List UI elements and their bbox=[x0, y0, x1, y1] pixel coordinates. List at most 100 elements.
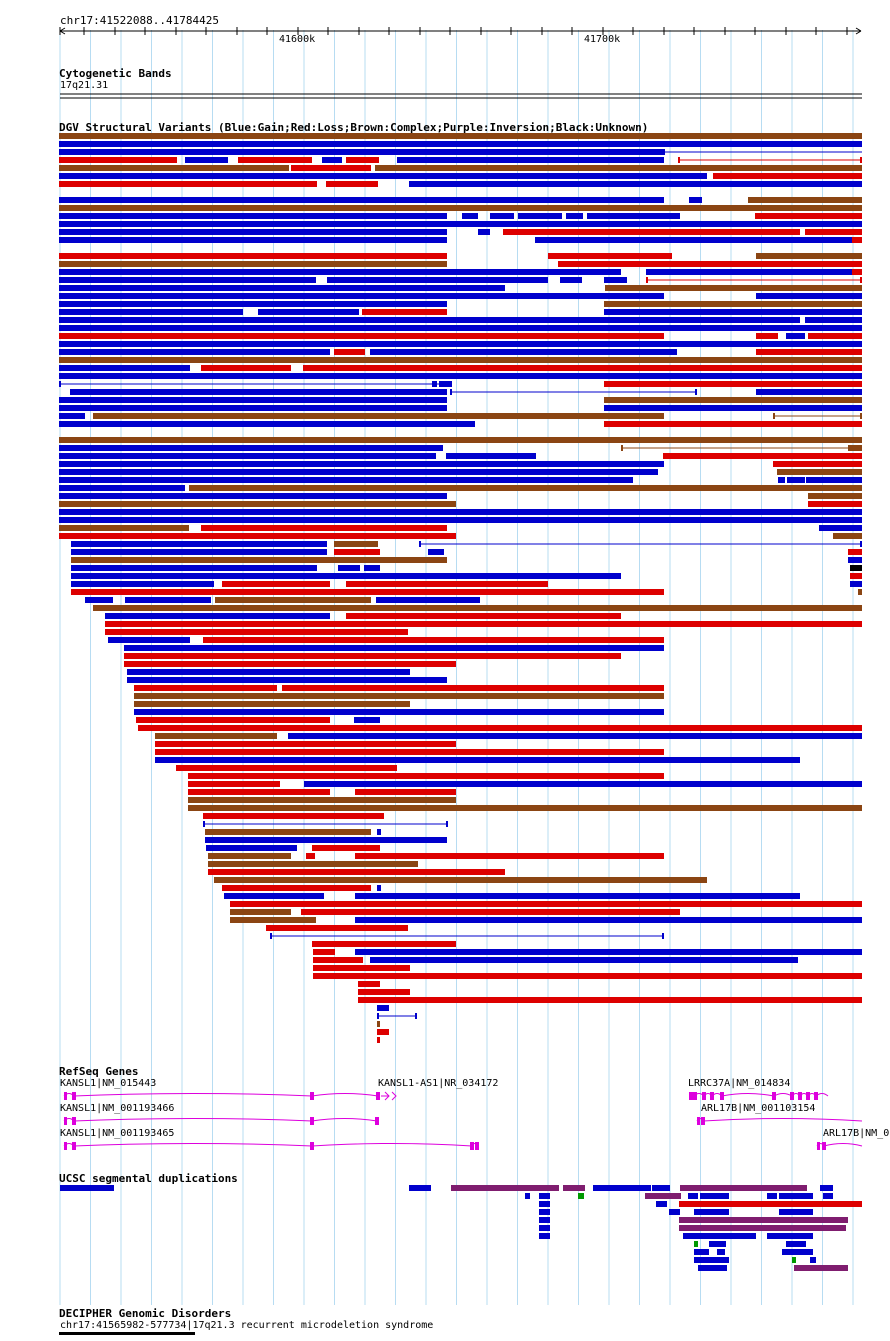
gene-label[interactable]: ARL17B|NM_001103154 bbox=[701, 1103, 816, 1114]
sv-segment[interactable] bbox=[852, 269, 862, 275]
sv-segment[interactable] bbox=[535, 237, 852, 243]
segdup-block[interactable] bbox=[694, 1249, 709, 1255]
sv-segment[interactable] bbox=[71, 581, 214, 587]
sv-segment[interactable] bbox=[604, 405, 862, 411]
sv-segment[interactable] bbox=[185, 157, 228, 163]
sv-segment[interactable] bbox=[59, 309, 243, 315]
kansl1-as1-gene[interactable] bbox=[381, 1091, 397, 1101]
segdup-block[interactable] bbox=[767, 1233, 813, 1239]
sv-segment[interactable] bbox=[59, 149, 665, 155]
segdup-block[interactable] bbox=[578, 1193, 584, 1199]
sv-segment[interactable] bbox=[377, 829, 381, 835]
sv-segment[interactable] bbox=[756, 253, 862, 259]
sv-segment[interactable] bbox=[59, 421, 475, 427]
sv-segment[interactable] bbox=[59, 365, 190, 371]
exon[interactable] bbox=[798, 1092, 802, 1100]
segdup-block[interactable] bbox=[694, 1209, 729, 1215]
sv-segment[interactable] bbox=[604, 397, 862, 403]
sv-segment[interactable] bbox=[59, 517, 862, 523]
dgv-track-title[interactable]: DGV Structural Variants (Blue:Gain;Red:L… bbox=[59, 121, 649, 134]
sv-segment[interactable] bbox=[59, 141, 862, 147]
sv-segment[interactable] bbox=[59, 325, 862, 331]
sv-segment[interactable] bbox=[108, 637, 190, 643]
sv-segment[interactable] bbox=[59, 509, 862, 515]
sv-segment[interactable] bbox=[155, 733, 277, 739]
sv-segment[interactable] bbox=[850, 565, 862, 571]
sv-segment[interactable] bbox=[560, 277, 582, 283]
sv-block[interactable] bbox=[621, 445, 623, 451]
sv-segment[interactable] bbox=[377, 1005, 389, 1011]
sv-segment[interactable] bbox=[224, 893, 324, 899]
sv-segment[interactable] bbox=[59, 405, 447, 411]
sv-segment[interactable] bbox=[819, 525, 862, 531]
gene-label[interactable]: KANSL1|NM_015443 bbox=[60, 1078, 157, 1089]
sv-segment[interactable] bbox=[176, 765, 397, 771]
sv-segment[interactable] bbox=[59, 181, 317, 187]
sv-block[interactable] bbox=[662, 933, 664, 939]
sv-block[interactable] bbox=[860, 157, 862, 163]
sv-block[interactable] bbox=[860, 541, 862, 547]
sv-segment[interactable] bbox=[188, 797, 456, 803]
sv-segment[interactable] bbox=[397, 157, 664, 163]
segdup-track-title[interactable]: UCSC segmental duplications bbox=[59, 1172, 238, 1185]
exon[interactable] bbox=[376, 1092, 380, 1100]
sv-segment[interactable] bbox=[689, 197, 702, 203]
sv-segment[interactable] bbox=[59, 357, 862, 363]
segdup-block[interactable] bbox=[694, 1257, 729, 1263]
refseq-track-title[interactable]: RefSeq Genes bbox=[59, 1065, 139, 1078]
sv-segment[interactable] bbox=[59, 237, 447, 243]
sv-segment[interactable] bbox=[208, 861, 418, 867]
sv-segment[interactable] bbox=[605, 285, 862, 291]
sv-segment[interactable] bbox=[548, 253, 672, 259]
segdup-block[interactable] bbox=[539, 1217, 550, 1223]
sv-block[interactable] bbox=[377, 1013, 379, 1019]
sv-segment[interactable] bbox=[282, 685, 664, 691]
sv-segment[interactable] bbox=[306, 853, 315, 859]
sv-segment[interactable] bbox=[206, 845, 297, 851]
sv-block[interactable] bbox=[415, 1013, 417, 1019]
gene-label[interactable]: KANSL1-AS1|NR_034172 bbox=[378, 1078, 499, 1089]
sv-block[interactable] bbox=[773, 413, 775, 419]
sv-segment[interactable] bbox=[326, 181, 378, 187]
segdup-block[interactable] bbox=[656, 1201, 667, 1207]
segdup-block[interactable] bbox=[539, 1193, 550, 1199]
segdup-block[interactable] bbox=[539, 1209, 550, 1215]
sv-segment[interactable] bbox=[377, 885, 381, 891]
sv-segment[interactable] bbox=[230, 901, 862, 907]
sv-segment[interactable] bbox=[59, 269, 621, 275]
sv-segment[interactable] bbox=[301, 909, 680, 915]
exon[interactable] bbox=[772, 1092, 776, 1100]
sv-segment[interactable] bbox=[313, 973, 862, 979]
sv-segment[interactable] bbox=[428, 549, 444, 555]
sv-segment[interactable] bbox=[222, 581, 330, 587]
sv-segment[interactable] bbox=[258, 309, 359, 315]
sv-segment[interactable] bbox=[59, 221, 862, 227]
sv-segment[interactable] bbox=[59, 285, 505, 291]
sv-segment[interactable] bbox=[478, 229, 490, 235]
sv-segment[interactable] bbox=[59, 293, 664, 299]
sv-segment[interactable] bbox=[59, 301, 447, 307]
sv-segment[interactable] bbox=[805, 317, 862, 323]
sv-segment[interactable] bbox=[490, 213, 514, 219]
sv-segment[interactable] bbox=[59, 341, 862, 347]
sv-segment[interactable] bbox=[358, 989, 410, 995]
sv-segment[interactable] bbox=[364, 565, 380, 571]
sv-segment[interactable] bbox=[59, 461, 664, 467]
sv-segment[interactable] bbox=[59, 349, 330, 355]
sv-segment[interactable] bbox=[188, 781, 280, 787]
sv-segment[interactable] bbox=[189, 485, 862, 491]
sv-block[interactable] bbox=[446, 821, 448, 827]
exon[interactable] bbox=[701, 1117, 705, 1125]
sv-block[interactable] bbox=[450, 389, 452, 395]
sv-segment[interactable] bbox=[518, 213, 562, 219]
gene-kansl1-001193465[interactable] bbox=[63, 1143, 479, 1148]
sv-segment[interactable] bbox=[124, 661, 456, 667]
exon[interactable] bbox=[72, 1142, 76, 1150]
sv-segment[interactable] bbox=[355, 917, 862, 923]
sv-segment[interactable] bbox=[201, 365, 291, 371]
sv-segment[interactable] bbox=[59, 165, 289, 171]
sv-segment[interactable] bbox=[338, 565, 360, 571]
sv-segment[interactable] bbox=[787, 477, 805, 483]
sv-segment[interactable] bbox=[155, 749, 664, 755]
sv-segment[interactable] bbox=[346, 581, 548, 587]
